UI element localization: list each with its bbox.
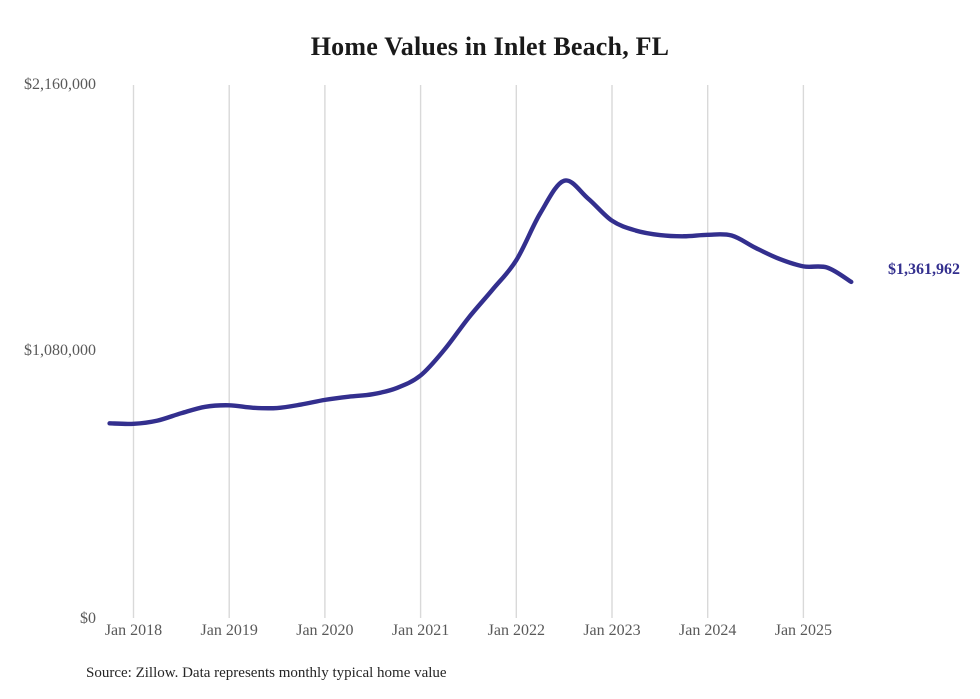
x-axis-tick-label-5: Jan 2023 [583, 622, 641, 639]
gridlines [132, 85, 805, 618]
y-axis-tick-label-top: $2,160,000 [24, 76, 96, 93]
x-axis-tick-label-3: Jan 2021 [391, 622, 450, 639]
chart-source-footnote: Source: Zillow. Data represents monthly … [86, 665, 447, 681]
x-axis-tick-label-1: Jan 2019 [200, 622, 258, 639]
x-axis-tick-label-4: Jan 2022 [487, 622, 545, 639]
x-axis-tick-label-6: Jan 2024 [679, 622, 737, 639]
x-axis-tick-label-0: Jan 2018 [104, 622, 163, 639]
x-axis-tick-label-7: Jan 2025 [774, 622, 833, 639]
x-axis-tick-label-2: Jan 2020 [296, 622, 354, 639]
y-axis-tick-label-mid: $1,080,000 [24, 342, 96, 359]
y-axis-tick-label-zero: $0 [80, 610, 96, 627]
value-line-series [107, 178, 854, 427]
end-value-label: $1,361,962 [888, 261, 960, 278]
chart-title: Home Values in Inlet Beach, FL [310, 32, 670, 61]
